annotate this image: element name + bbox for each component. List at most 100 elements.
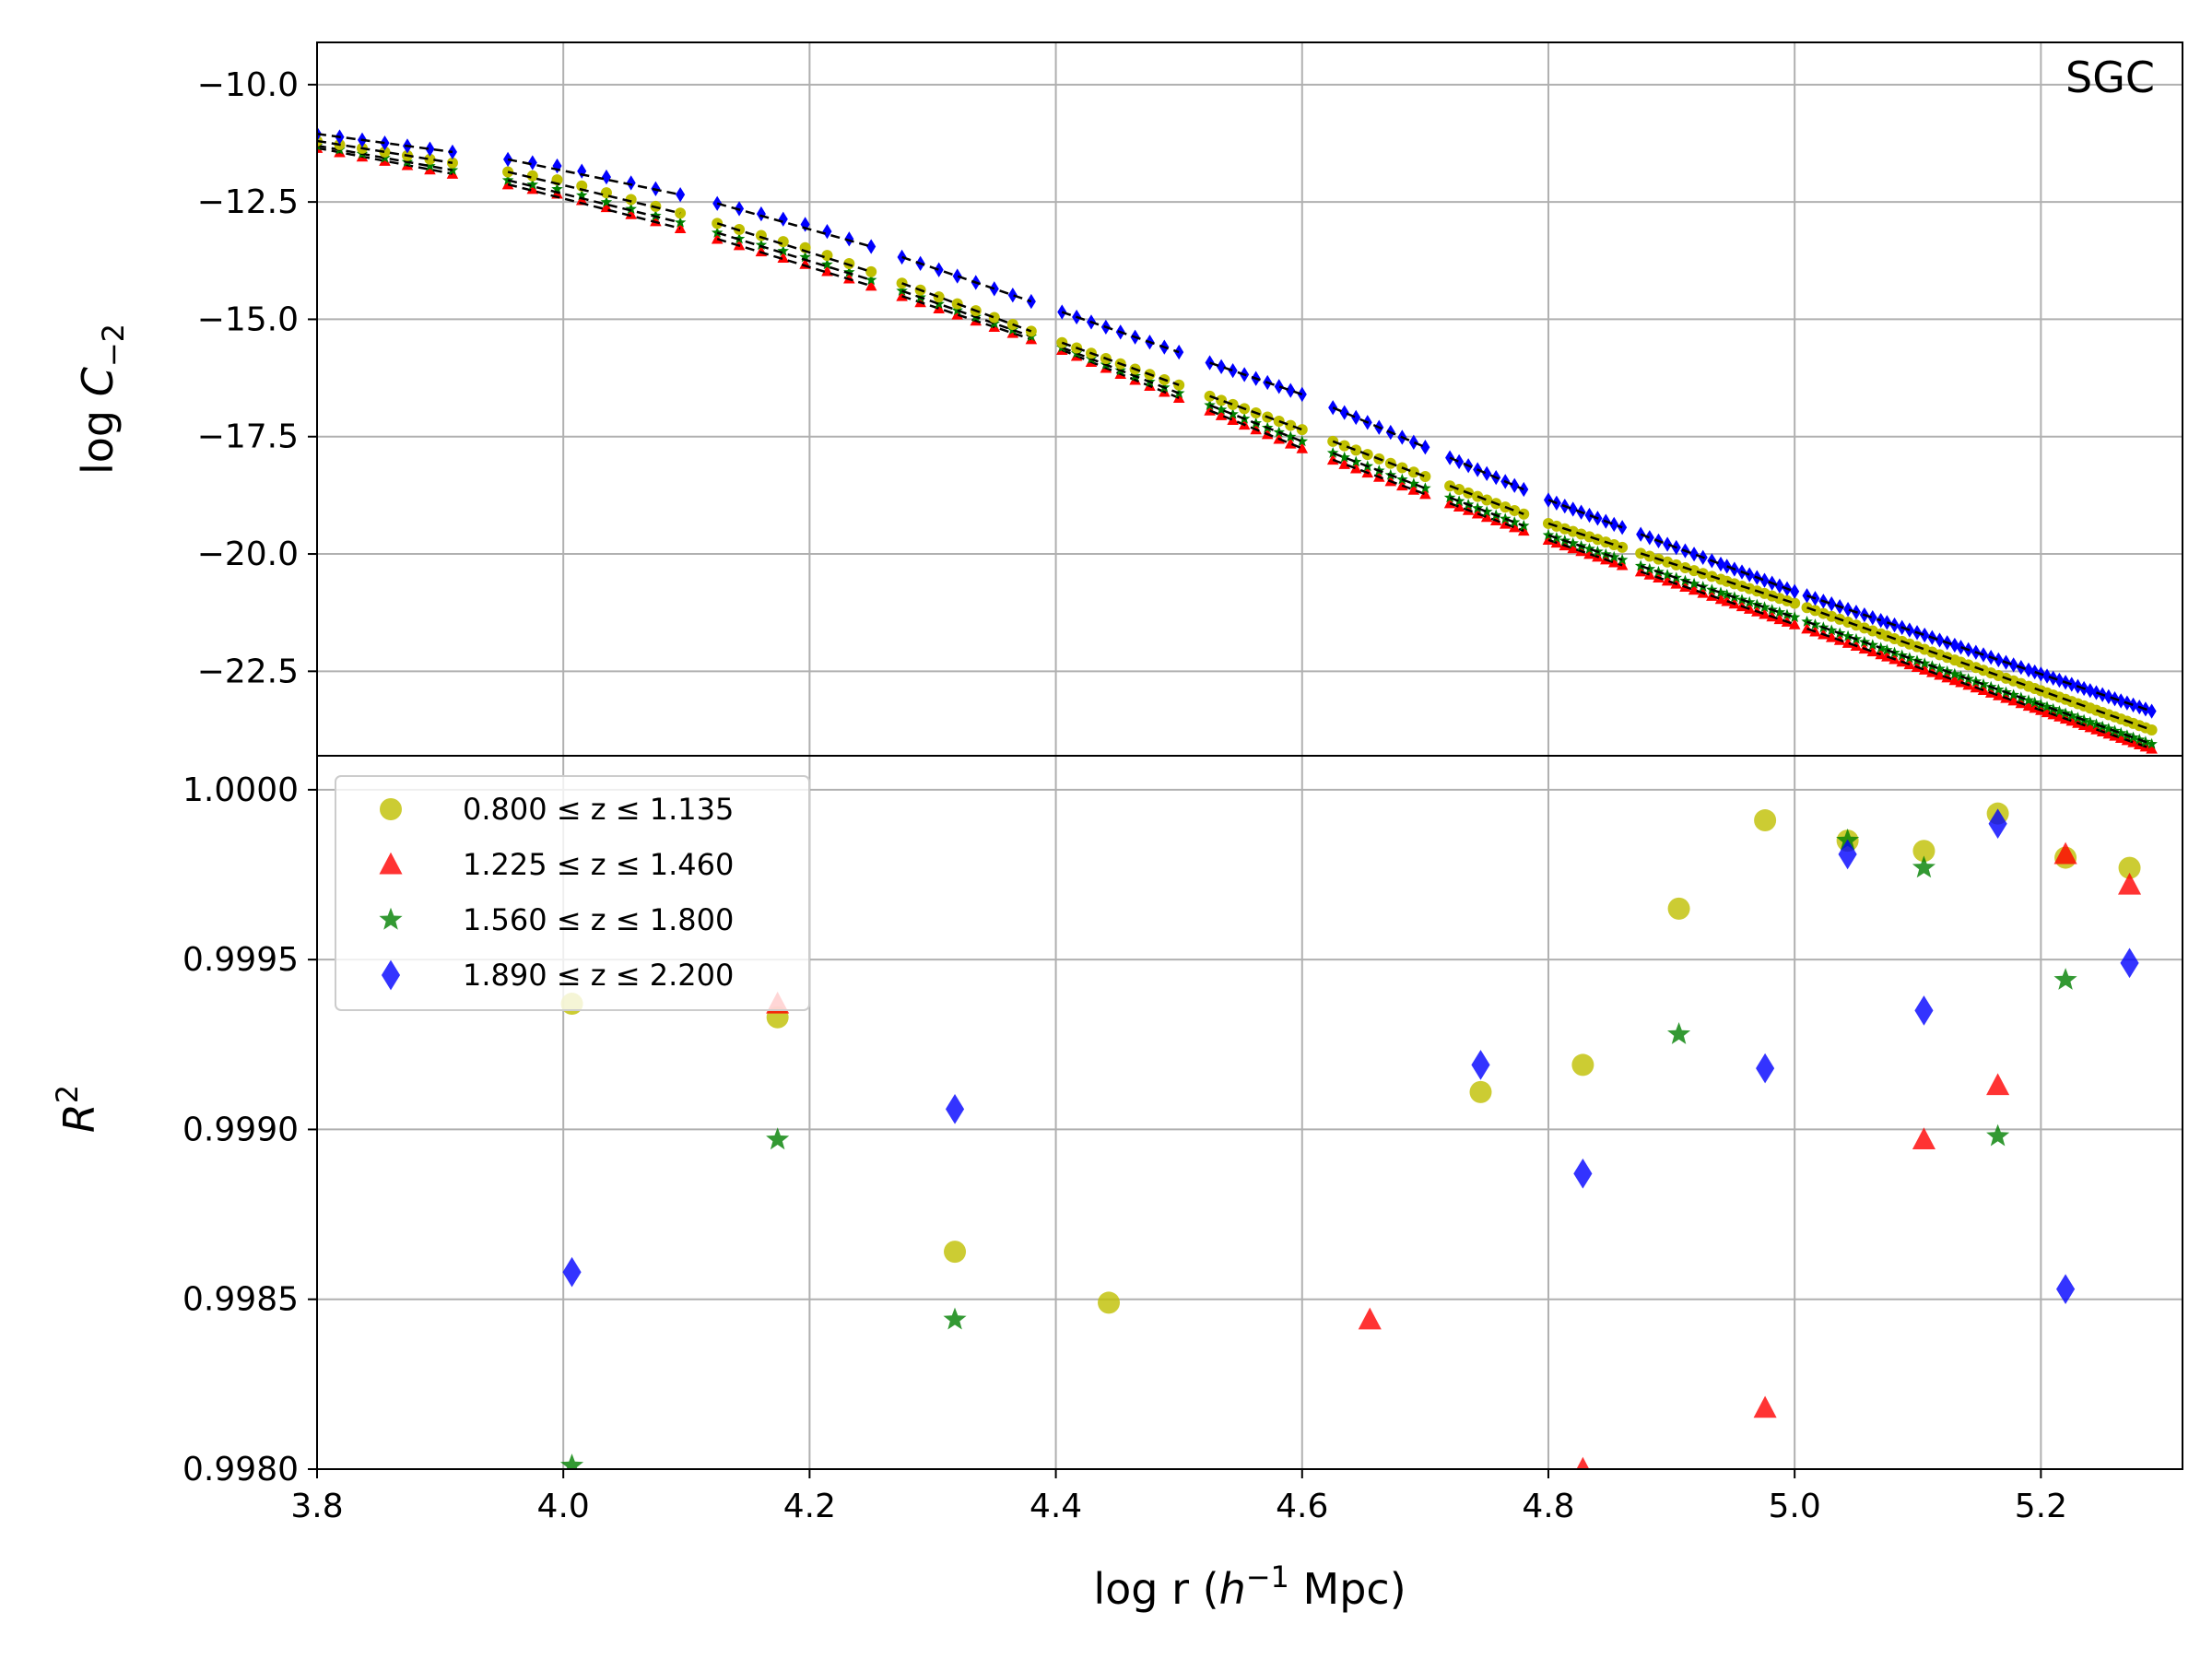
top-point <box>1584 507 1594 524</box>
top-point <box>1789 597 1801 609</box>
top-fit-line <box>1449 456 1524 491</box>
top-point <box>1567 537 1579 548</box>
top-point <box>317 141 324 153</box>
r2-point <box>1754 809 1777 832</box>
bottom-ticks: 0.9980 0.9985 0.9990 0.9995 1.0000 3.8 4.0 4.2 4… <box>182 771 2067 1525</box>
top-point <box>1714 586 1727 598</box>
top-point <box>1481 494 1493 506</box>
top-point <box>2066 677 2077 692</box>
r2-point <box>1988 808 2007 840</box>
top-point <box>2029 696 2041 708</box>
top-point <box>1296 435 1309 447</box>
top-point <box>1419 471 1431 483</box>
r2-point <box>1986 1124 2010 1147</box>
top-point <box>2007 688 2019 700</box>
top-point <box>2102 723 2115 734</box>
top-point <box>424 163 436 175</box>
top-fit-line <box>1547 534 1623 561</box>
top-fit-line <box>716 202 872 248</box>
top-point <box>1227 414 1239 425</box>
top-panel: −10.0 −12.5 −15.0 −17.5 −20.0 −22.5 SGC log C… <box>73 41 2183 757</box>
top-point <box>1453 495 1465 507</box>
r2-point <box>2053 968 2077 990</box>
legend-markers <box>379 798 403 991</box>
top-point <box>711 232 724 244</box>
top-point <box>865 265 877 277</box>
top-point <box>1350 455 1362 467</box>
top-point <box>1826 624 1838 636</box>
top-point <box>379 146 391 158</box>
top-fit-line <box>317 147 453 175</box>
top-fit-line <box>1061 348 1180 399</box>
legend-label-4: 1.890 ≤ z ≤ 2.200 <box>463 958 734 993</box>
top-point <box>1419 488 1431 500</box>
top-point <box>1948 674 1961 686</box>
top-point <box>1420 440 1430 455</box>
top-fit-line <box>1209 361 1303 396</box>
top-point <box>934 262 944 277</box>
top-fit-line <box>1960 675 2030 702</box>
top-point <box>551 182 563 194</box>
top-fit-line <box>507 171 681 215</box>
top-fit-line <box>901 255 1032 303</box>
top-point <box>1882 615 1892 630</box>
top-fit-line <box>1061 346 1180 394</box>
top-point <box>577 163 587 179</box>
r2-point <box>560 1453 584 1469</box>
top-point <box>1509 516 1521 527</box>
top-point <box>2042 668 2053 684</box>
top-fit-line <box>1332 458 1426 496</box>
top-fit-line <box>1726 580 1795 605</box>
top-fit-line <box>507 182 681 229</box>
top-point <box>501 178 514 190</box>
top-point <box>933 291 945 303</box>
r2-point <box>1469 1080 1492 1103</box>
top-point <box>2085 683 2095 699</box>
r2-point <box>944 1241 967 1264</box>
top-y-tick-label: −20.0 <box>197 535 299 573</box>
top-point <box>1993 688 2005 700</box>
r2-point <box>1667 897 1690 920</box>
top-point <box>1745 567 1755 582</box>
top-fit-line <box>317 139 453 164</box>
top-point <box>1482 465 1492 481</box>
r2-point <box>1571 1053 1594 1077</box>
top-point <box>1543 492 1554 508</box>
top-point <box>1326 447 1339 458</box>
top-point <box>424 159 436 171</box>
top-fit-line <box>2096 709 2153 732</box>
top-y-tick-label: −15.0 <box>197 300 299 338</box>
top-point <box>1607 550 1620 562</box>
top-point <box>821 258 833 270</box>
top-fit-line <box>901 295 1032 341</box>
top-point <box>2146 737 2158 749</box>
x-tick-label: 5.2 <box>2015 1488 2067 1525</box>
top-point <box>1881 643 1893 655</box>
top-point <box>1480 511 1493 523</box>
top-point <box>1471 501 1484 513</box>
top-point <box>526 178 539 190</box>
top-frame <box>316 41 2183 757</box>
top-point <box>1443 491 1456 503</box>
top-point <box>1920 627 1930 643</box>
top-point <box>2065 709 2077 721</box>
bottom-y-axis-label: R2 <box>50 1085 104 1133</box>
top-point <box>1215 404 1228 415</box>
top-fit-line <box>1332 406 1426 449</box>
top-point <box>425 141 435 157</box>
top-point <box>1227 407 1239 419</box>
r2-point <box>2118 856 2141 879</box>
top-point <box>1955 670 1967 682</box>
top-fit-line <box>716 238 872 288</box>
top-point <box>1788 611 1801 623</box>
legend-marker <box>379 907 403 930</box>
top-fit-line <box>2034 687 2091 710</box>
bottom-y-tick-label: 1.0000 <box>182 771 299 809</box>
r2-point <box>2118 872 2142 895</box>
r2-point <box>1471 1050 1490 1080</box>
top-fit-line <box>1886 655 1956 682</box>
top-point <box>1661 569 1674 581</box>
top-y-tick-label: −17.5 <box>197 418 299 456</box>
r2-point <box>1667 1022 1691 1044</box>
